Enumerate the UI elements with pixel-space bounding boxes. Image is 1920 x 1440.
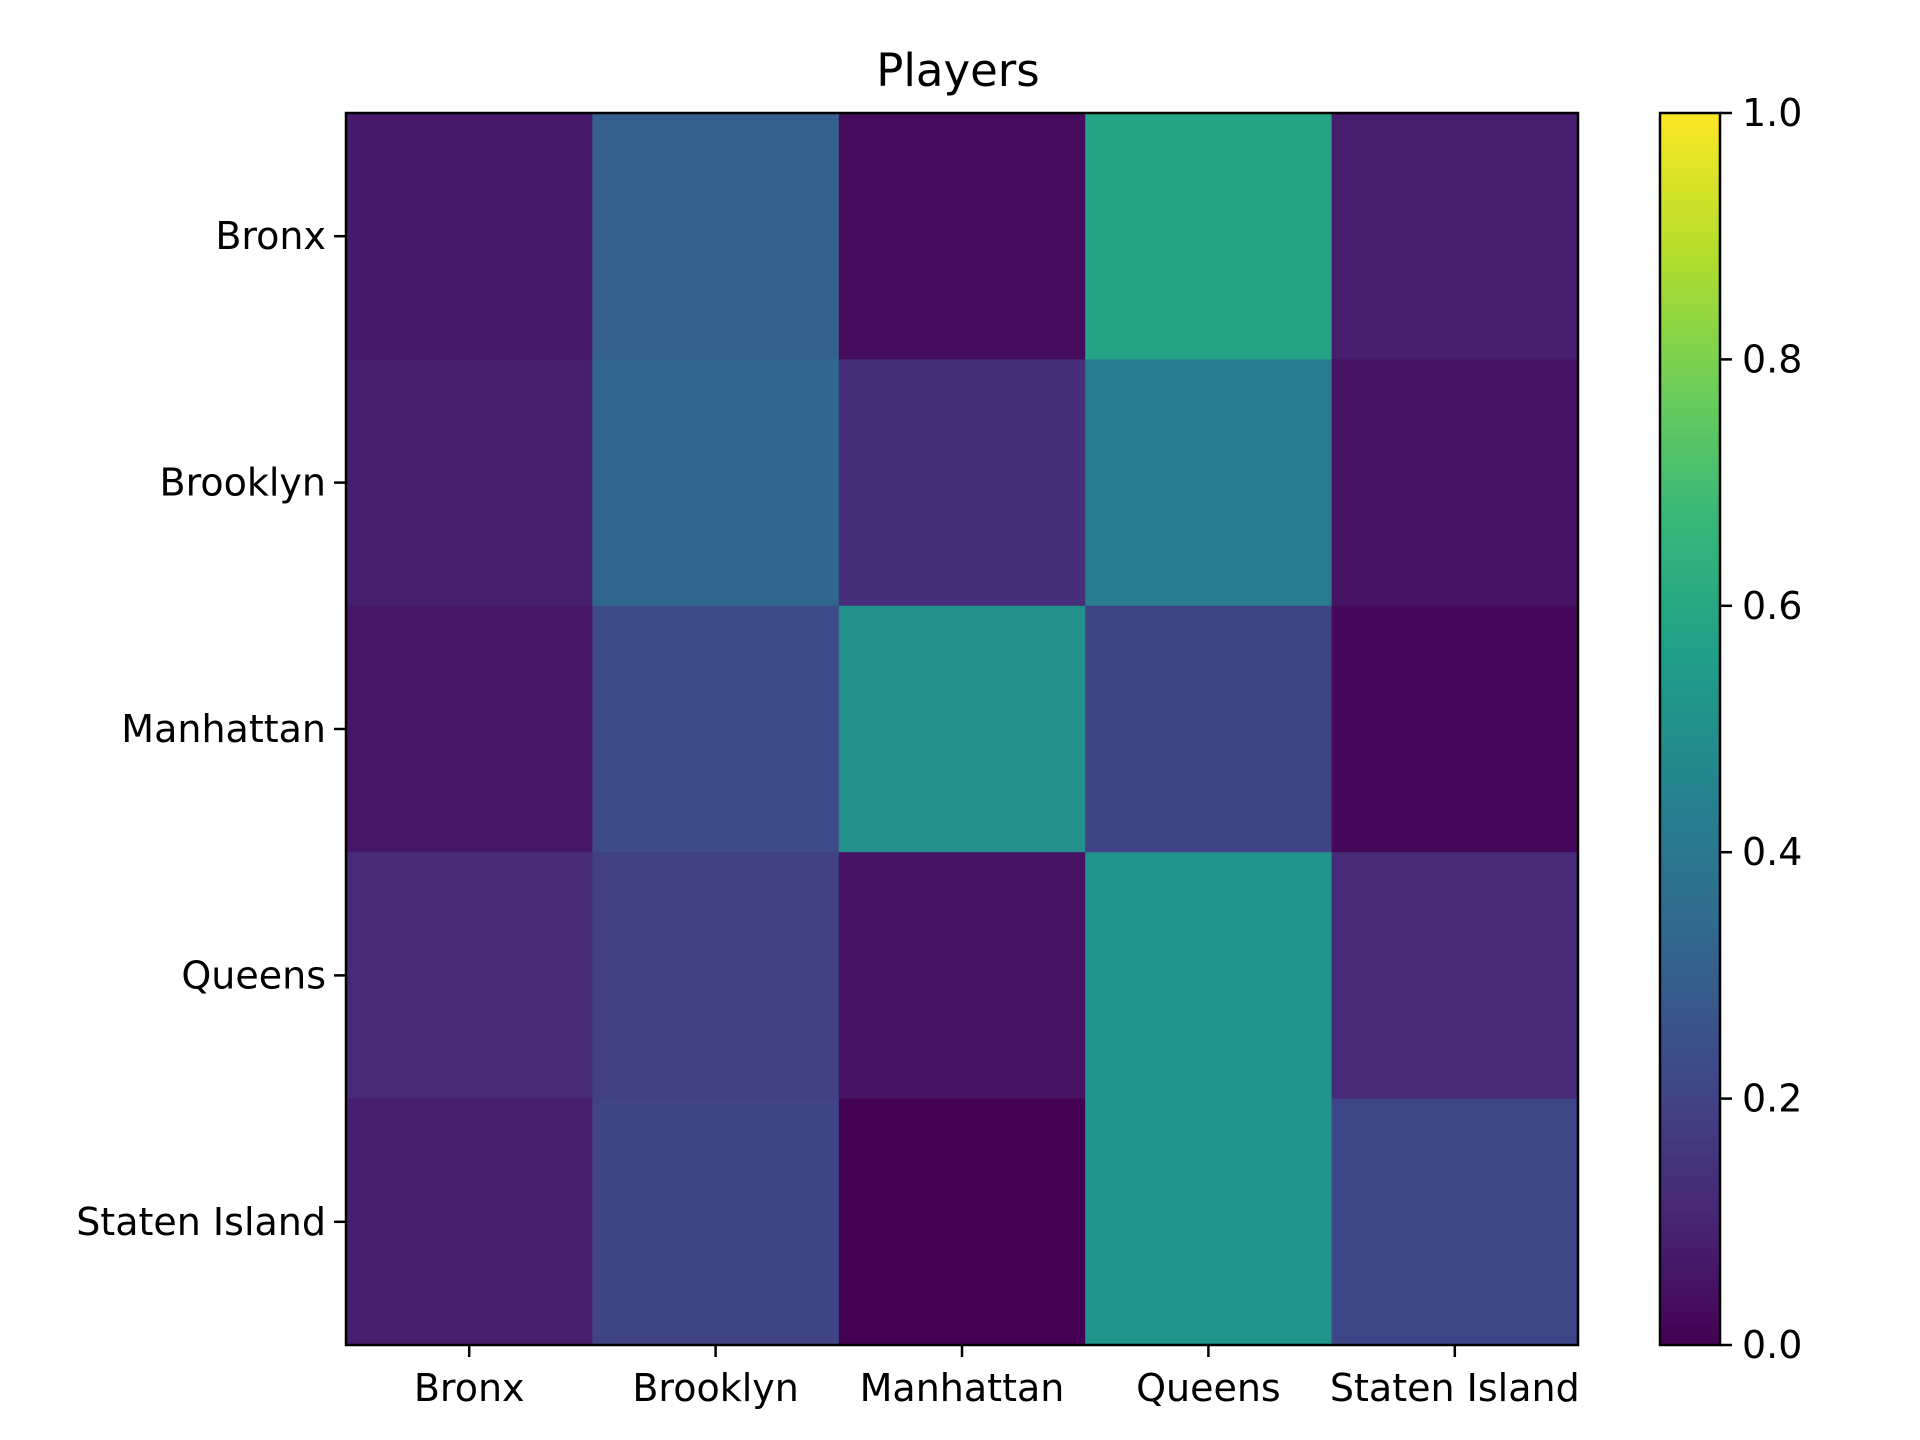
colorbar (1660, 113, 1720, 1345)
colorbar-tick-label: 0.0 (1742, 1323, 1802, 1367)
heatmap-cell (1331, 113, 1579, 360)
heatmap-cells (346, 113, 1579, 1346)
colorbar-tick-label: 1.0 (1742, 91, 1802, 135)
colorbar-tick-label: 0.2 (1742, 1077, 1802, 1121)
y-tick-label: Bronx (215, 214, 326, 258)
y-axis: Bronx Brooklyn Manhattan Queens Staten Islan… (76, 214, 346, 1244)
colorbar-tick-label: 0.8 (1742, 337, 1802, 381)
x-tick-label: Manhattan (860, 1366, 1065, 1410)
x-tick-label: Queens (1136, 1366, 1281, 1410)
heatmap-cell (1085, 1098, 1333, 1346)
heatmap-cell (1331, 359, 1579, 607)
chart-title: Players (876, 44, 1039, 97)
heatmap-cell (346, 852, 593, 1100)
heatmap-cell (346, 1098, 593, 1346)
x-tick-label: Bronx (414, 1366, 525, 1410)
heatmap-cell (838, 1098, 1086, 1346)
heatmap-cell (592, 113, 840, 360)
heatmap-cell (592, 605, 840, 853)
colorbar-axis: 0.0 0.2 0.4 0.6 0.8 1.0 (1720, 91, 1802, 1367)
x-tick-label: Staten Island (1330, 1366, 1580, 1410)
x-tick-label: Brooklyn (632, 1366, 799, 1410)
heatmap-cell (838, 359, 1086, 607)
y-tick-label: Queens (181, 953, 326, 997)
colorbar-tick-label: 0.4 (1742, 830, 1802, 874)
heatmap-cell (838, 113, 1086, 360)
x-axis: Bronx Brooklyn Manhattan Queens Staten Islan… (414, 1345, 1580, 1410)
heatmap-cell (592, 852, 840, 1100)
y-tick-label: Brooklyn (160, 461, 327, 505)
y-tick-label: Manhattan (121, 707, 326, 751)
heatmap-cell (592, 1098, 840, 1346)
y-tick-label: Staten Island (76, 1200, 326, 1244)
colorbar-frame (1658, 111, 1722, 1347)
heatmap-cell (1331, 852, 1579, 1100)
colorbar-tick-label: 0.6 (1742, 584, 1802, 628)
heatmap-cell (1331, 1098, 1579, 1346)
heatmap-cell (1085, 359, 1333, 607)
heatmap-cell (346, 359, 593, 607)
heatmap-cell (838, 852, 1086, 1100)
heatmap-cell (838, 605, 1086, 853)
heatmap-cell (346, 605, 593, 853)
heatmap-cell (346, 113, 593, 360)
heatmap-cell (1085, 113, 1333, 360)
heatmap-cell (1085, 605, 1333, 853)
heatmap-cell (1085, 852, 1333, 1100)
heatmap-cell (592, 359, 840, 607)
heatmap-cell (1331, 605, 1579, 853)
